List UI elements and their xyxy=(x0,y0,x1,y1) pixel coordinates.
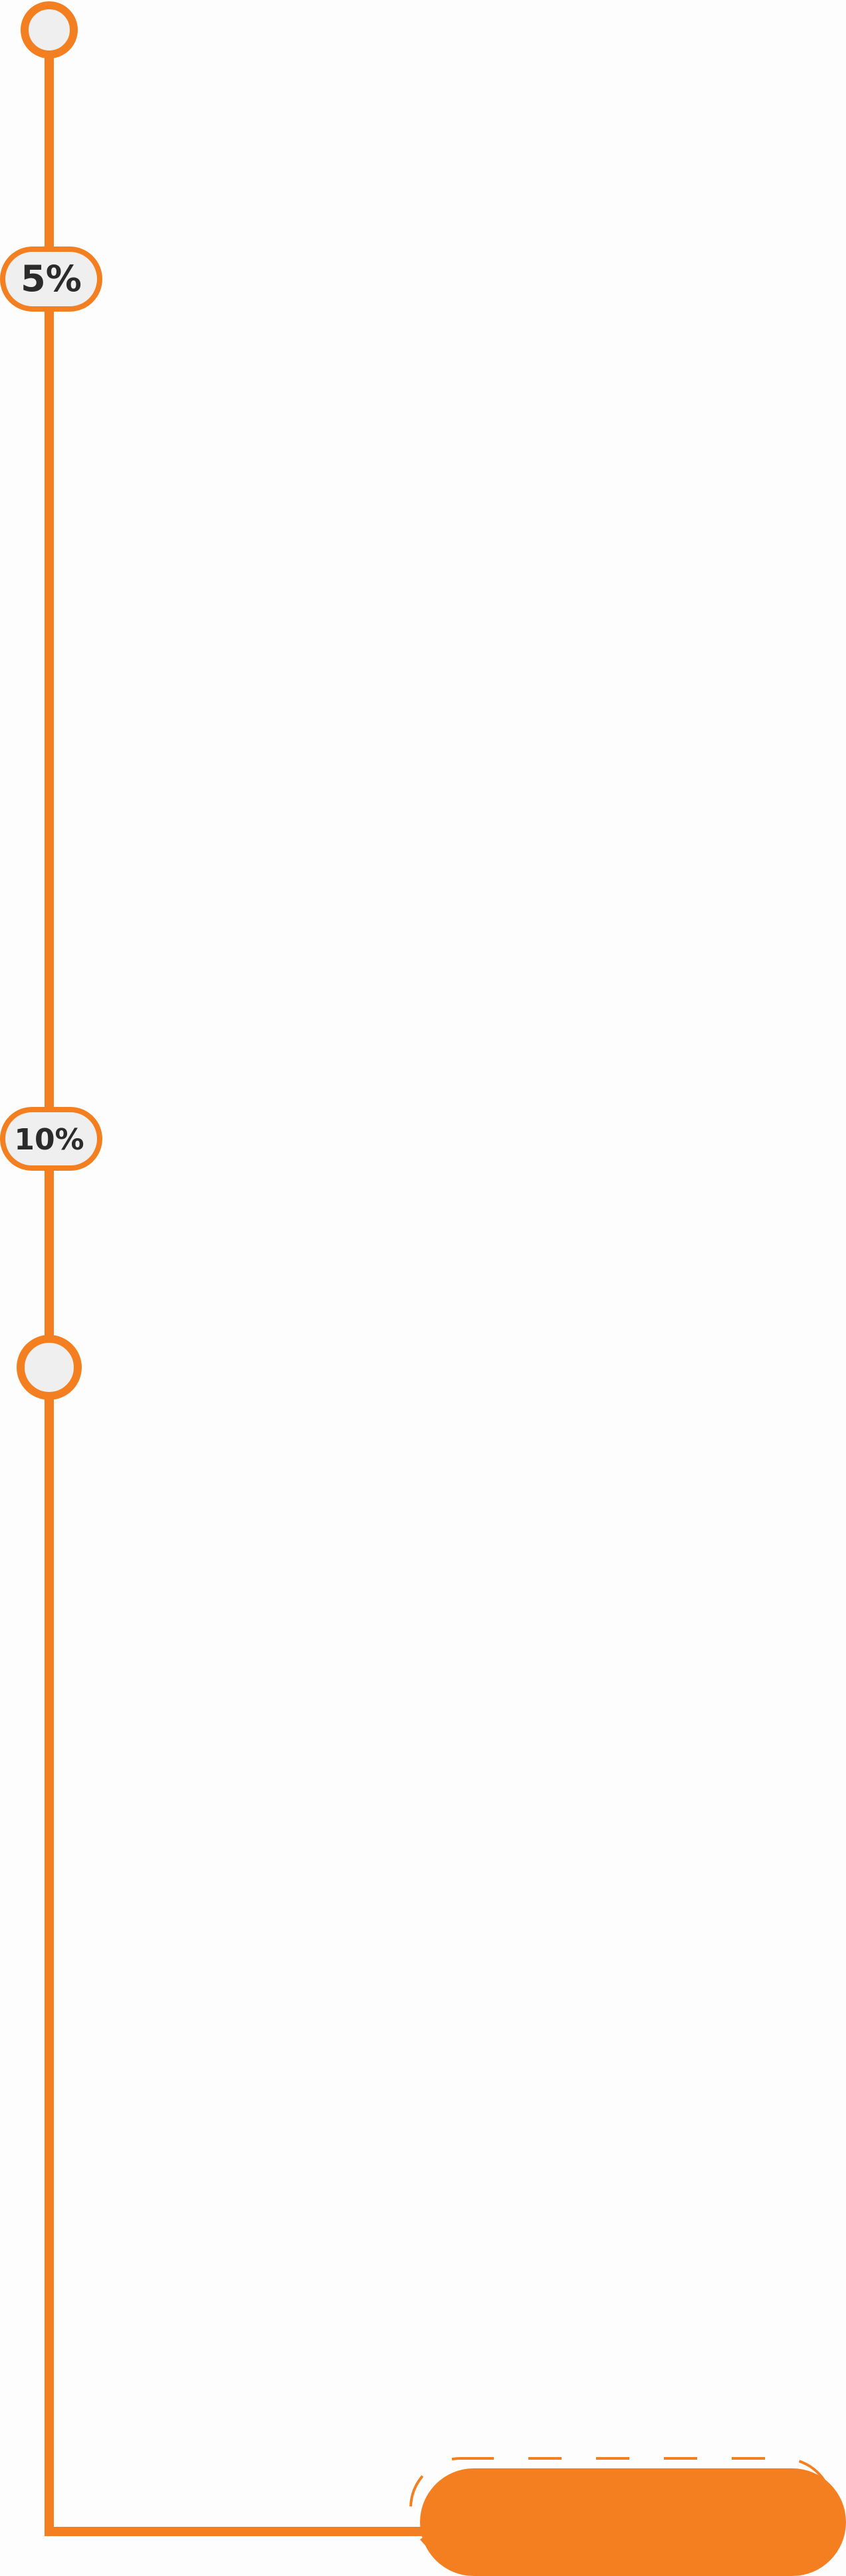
timeline-start-node xyxy=(21,1,78,58)
timeline-mid-node xyxy=(17,1335,82,1400)
timeline-connector-line xyxy=(45,40,432,2536)
end-button[interactable] xyxy=(420,2468,846,2576)
marker-pill-5: 5% xyxy=(0,247,102,312)
marker-label-10: 10% xyxy=(14,1123,84,1157)
marker-pill-10: 10% xyxy=(0,1107,102,1171)
marker-label-5: 5% xyxy=(21,258,82,300)
